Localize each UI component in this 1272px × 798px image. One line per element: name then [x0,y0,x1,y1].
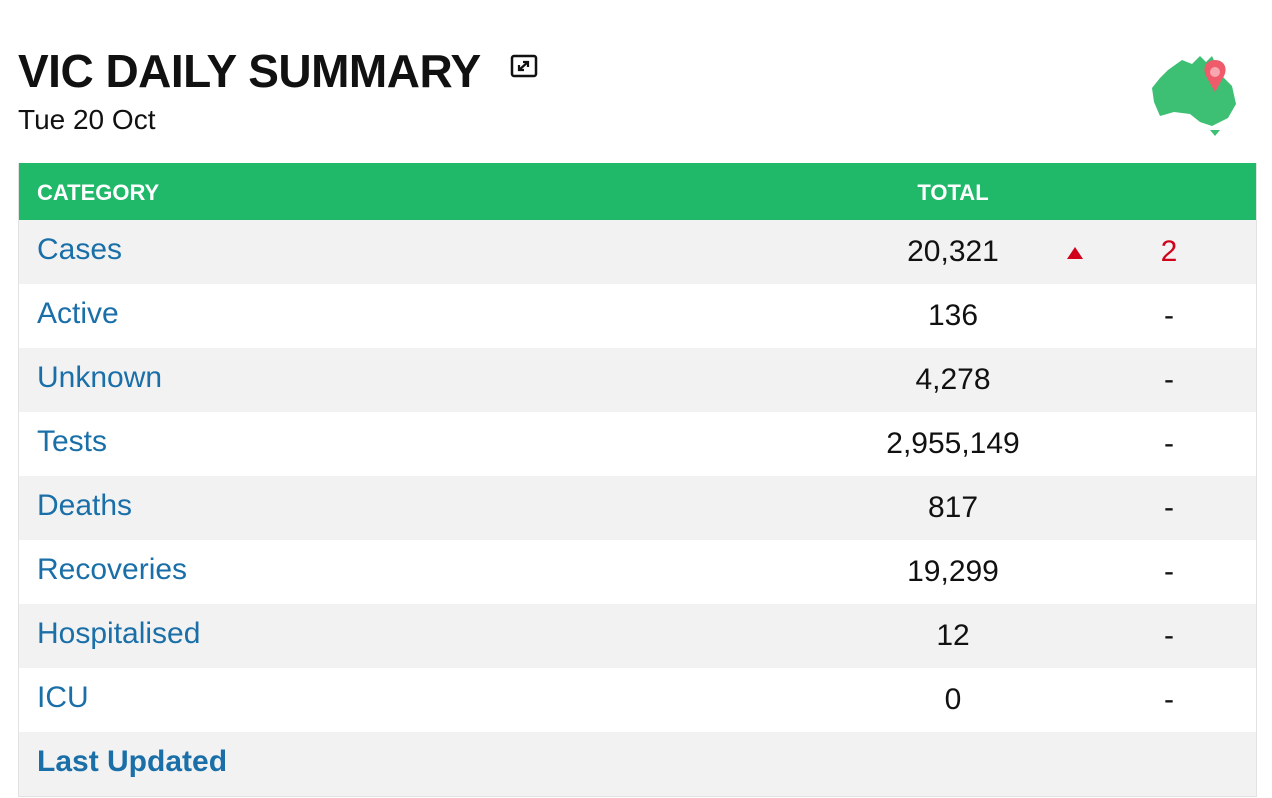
up-arrow [1067,247,1083,259]
change: - [1164,555,1174,588]
popout-icon[interactable] [510,54,538,78]
table-header: CATEGORY TOTAL [19,163,1256,220]
australia-logo [1152,56,1236,136]
table-row: Cases 20,321 2 [19,220,1256,284]
change: - [1164,363,1174,396]
table-row: Deaths 817 - [19,476,1256,540]
category-link[interactable]: Cases [37,233,123,266]
category-link[interactable]: ICU [37,681,89,714]
last-updated-link[interactable]: Last Updated [37,745,228,778]
category-link[interactable]: Hospitalised [37,617,201,650]
total: 12 [936,619,970,652]
total: 2,955,149 [886,427,1020,460]
category-link[interactable]: Active [37,297,119,330]
table-row: Hospitalised 12 - [19,604,1256,668]
table-row: Active 136 - [19,284,1256,348]
total: 136 [927,299,979,332]
summary-table: CATEGORY TOTAL Cases 20,321 2 Active 136- Unk… [18,163,1257,797]
table-row: Recoveries 19,299 - [19,540,1256,604]
page-title: VIC DAILY SUMMARY [18,45,481,97]
category-link[interactable]: Tests [37,425,108,458]
column-header: CATEGORY [37,180,160,205]
column-header: TOTAL [917,180,989,205]
table-body: Cases 20,321 2 Active 136- Unknown 4,278- Tests… [19,220,1256,796]
total: 0 [944,683,962,716]
total: 20,321 [907,235,999,268]
table-row: ICU 0 - [19,668,1256,732]
change: - [1164,491,1174,524]
change: - [1164,619,1174,652]
total: 19,299 [907,555,999,588]
table-row: Tests 2,955,149 - [19,412,1256,476]
total: 4,278 [915,363,991,396]
change: - [1164,427,1174,460]
table-row: Unknown 4,278 - [19,348,1256,412]
change: 2 [1160,235,1178,268]
table-row: Last Updated [19,732,1256,796]
category-link[interactable]: Deaths [37,489,133,522]
category-link[interactable]: Unknown [37,361,163,394]
total: 817 [927,491,979,524]
category-link[interactable]: Recoveries [37,553,188,586]
change: - [1164,299,1174,332]
change: - [1164,683,1174,716]
date: Tue 20 Oct [18,104,156,135]
